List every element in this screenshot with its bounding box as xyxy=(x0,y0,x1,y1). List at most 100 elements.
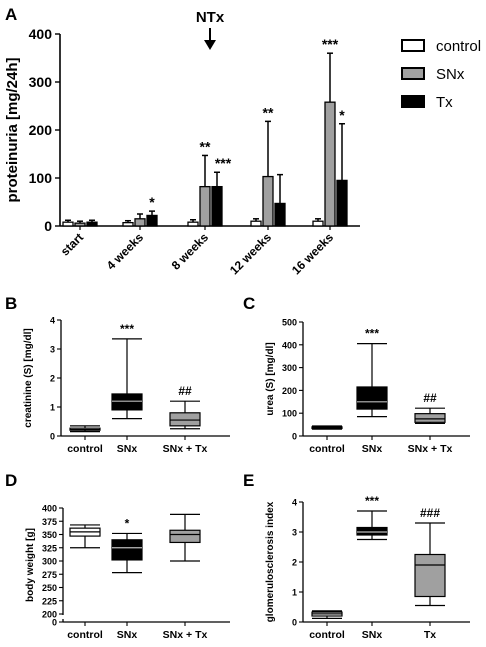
y-axis-label: glomerulosclerosis index xyxy=(265,501,276,622)
y-tick-label: 3 xyxy=(50,345,55,355)
x-tick-label: SNx xyxy=(362,443,383,455)
y-tick-label: 400 xyxy=(29,26,53,42)
y-tick-label: 1 xyxy=(292,588,297,598)
box-snx xyxy=(111,539,143,561)
significance-marker: ## xyxy=(178,384,192,398)
y-tick-label: 0 xyxy=(292,432,297,442)
y-axis-label: proteinuria [mg/24h] xyxy=(4,57,21,202)
y-tick-label: 275 xyxy=(42,570,57,580)
y-tick-label: 0 xyxy=(292,618,297,628)
x-tick-label: SNx + Tx xyxy=(163,629,208,641)
legend-label-control: control xyxy=(436,38,481,55)
panel-letter-e: E xyxy=(243,471,254,490)
legend-swatch-snx xyxy=(401,67,425,80)
y-tick-label: 400 xyxy=(282,340,297,350)
bar-tx xyxy=(86,221,98,227)
y-tick-label: 100 xyxy=(29,170,53,186)
bar-snx xyxy=(324,101,336,227)
significance-marker: * xyxy=(339,107,345,123)
y-tick-label: 200 xyxy=(42,610,57,620)
chart-a: 0 100 200 300 400 proteinuria [mg/24h] start 4 … xyxy=(4,26,481,277)
chart-b: 0 1 2 3 4 creatinine (S) [mg/dl] control SNx SNx… xyxy=(23,316,230,455)
box-tx xyxy=(414,553,446,598)
y-tick-label: 4 xyxy=(292,498,297,508)
y-tick-label: 350 xyxy=(42,530,57,540)
bar-snx xyxy=(134,218,146,227)
bar-snx xyxy=(262,175,274,227)
y-tick-label: 375 xyxy=(42,517,57,527)
chart-e: 0 1 2 3 4 glomerulosclerosis index control SNx T… xyxy=(265,494,470,641)
panel-letter-b: B xyxy=(5,294,17,313)
legend-swatch-control xyxy=(401,39,425,52)
x-tick-label: SNx xyxy=(117,443,138,455)
x-tick-label: 16 weeks xyxy=(289,230,336,277)
bar-tx xyxy=(146,214,158,227)
legend-swatch-tx xyxy=(401,95,425,108)
significance-marker: ## xyxy=(423,391,437,405)
x-tick-label: SNx xyxy=(117,629,138,641)
bar-tx xyxy=(274,202,286,227)
y-axis-label: urea (S) [mg/dl] xyxy=(265,342,276,415)
bar-control xyxy=(312,220,324,227)
x-tick-label: Tx xyxy=(424,629,436,641)
chart-c: 0 100 200 300 400 500 urea (S) [mg/dl] control S… xyxy=(265,318,470,455)
y-tick-label: 2 xyxy=(292,558,297,568)
significance-marker: *** xyxy=(322,36,339,52)
x-tick-label: SNx + Tx xyxy=(163,443,208,455)
box-snx-tx xyxy=(414,413,446,423)
x-tick-label: 4 weeks xyxy=(104,230,147,273)
y-tick-label: 2 xyxy=(50,374,55,384)
box-snx xyxy=(356,526,388,536)
y-tick-label: 1 xyxy=(50,403,55,413)
x-tick-label: control xyxy=(67,629,103,641)
y-tick-label: 0 xyxy=(52,618,57,628)
bar-control xyxy=(122,221,134,227)
y-tick-label: 3 xyxy=(292,528,297,538)
bar-snx xyxy=(74,222,86,227)
x-tick-label: SNx + Tx xyxy=(408,443,453,455)
x-tick-label: 8 weeks xyxy=(169,230,212,273)
x-tick-label: control xyxy=(309,629,345,641)
panel-letter-c: C xyxy=(243,294,255,313)
panel-letter-d: D xyxy=(5,471,17,490)
ntx-annotation: NTx xyxy=(196,9,225,50)
x-tick-label: start xyxy=(58,230,86,258)
box-snx xyxy=(111,393,143,411)
axis-break-gap xyxy=(60,615,66,619)
y-tick-label: 250 xyxy=(42,583,57,593)
y-tick-label: 325 xyxy=(42,543,57,553)
bar-control xyxy=(62,221,74,227)
y-tick-label: 400 xyxy=(42,504,57,514)
y-tick-label: 225 xyxy=(42,596,57,606)
y-tick-label: 300 xyxy=(42,557,57,567)
significance-marker: *** xyxy=(120,322,134,336)
bar-tx xyxy=(211,185,223,227)
y-tick-label: 300 xyxy=(282,363,297,373)
box-snx-tx xyxy=(169,412,201,427)
significance-marker: * xyxy=(149,194,155,210)
legend-label-tx: Tx xyxy=(436,94,453,111)
box-snx-tx xyxy=(169,529,201,544)
y-tick-label: 0 xyxy=(44,218,52,234)
y-tick-label: 200 xyxy=(282,386,297,396)
y-tick-label: 4 xyxy=(50,316,55,326)
significance-marker: *** xyxy=(365,327,379,341)
significance-marker: * xyxy=(125,516,130,530)
legend-label-snx: SNx xyxy=(436,66,465,83)
y-tick-label: 100 xyxy=(282,409,297,419)
bar-snx xyxy=(199,185,211,227)
bar-control xyxy=(250,220,262,227)
ntx-arrow-head xyxy=(204,40,216,50)
x-tick-label: control xyxy=(309,443,345,455)
y-tick-label: 300 xyxy=(29,74,53,90)
bar-control xyxy=(187,221,199,227)
significance-marker: *** xyxy=(365,494,379,508)
ntx-label: NTx xyxy=(196,9,225,26)
bar-tx xyxy=(336,179,348,227)
panel-letter-a: A xyxy=(5,5,17,24)
x-tick-label: SNx xyxy=(362,629,383,641)
y-tick-label: 0 xyxy=(50,432,55,442)
x-tick-label: 12 weeks xyxy=(227,230,274,277)
